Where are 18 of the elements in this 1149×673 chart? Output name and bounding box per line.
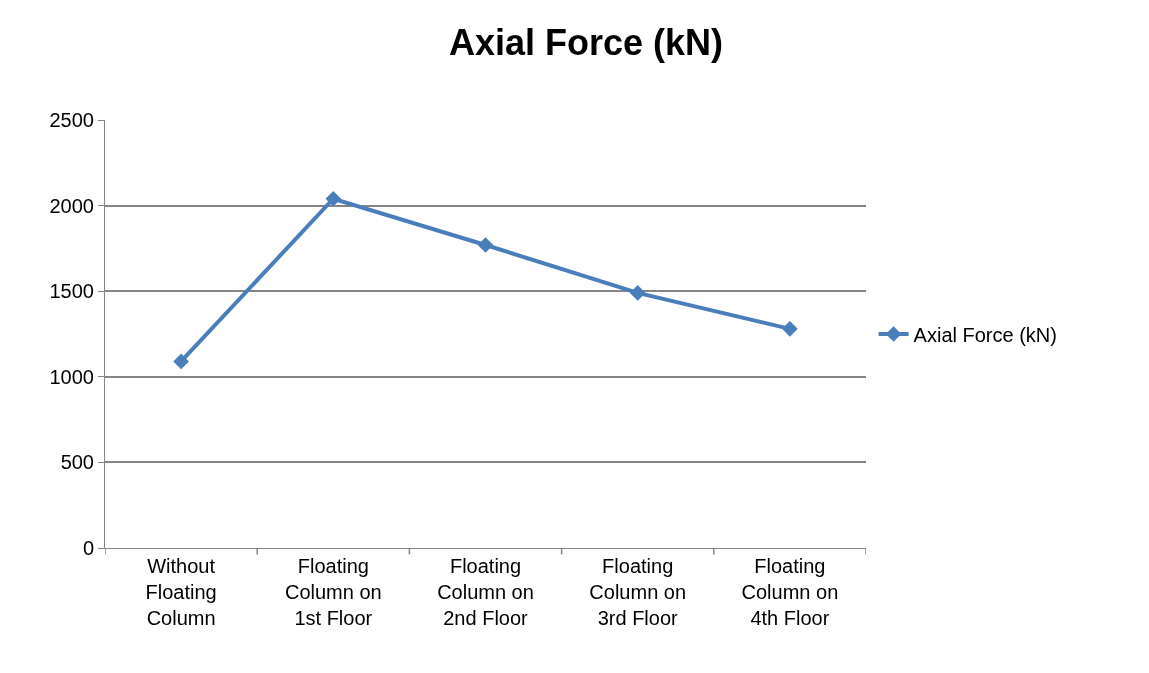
point — [629, 285, 646, 301]
y-tick-label: 1000 — [49, 365, 94, 388]
x-tick-label: Floating Column on 2nd Floor — [437, 555, 534, 629]
y-tick-label: 2000 — [49, 194, 94, 217]
point — [173, 353, 189, 370]
y-tick-label: 500 — [60, 451, 94, 474]
x-tick-label: Floating Column on 1st Floor — [284, 555, 382, 629]
legend-label: Axial Force (kN) — [913, 323, 1057, 346]
y-tick-label: 0 — [82, 537, 94, 559]
point — [325, 190, 342, 207]
y-tick-label: 1500 — [49, 280, 94, 303]
chart-title: Axial Force (kN) — [448, 22, 724, 64]
y-tick-label: 2500 — [49, 109, 94, 131]
point — [782, 321, 798, 337]
x-tick-label: Without Floating Column — [145, 555, 217, 629]
point — [477, 237, 494, 253]
x-tick-label: Floating Column on 3rd Floor — [589, 555, 687, 629]
x-tick-label: Floating Column on 4th Floor — [741, 555, 839, 629]
